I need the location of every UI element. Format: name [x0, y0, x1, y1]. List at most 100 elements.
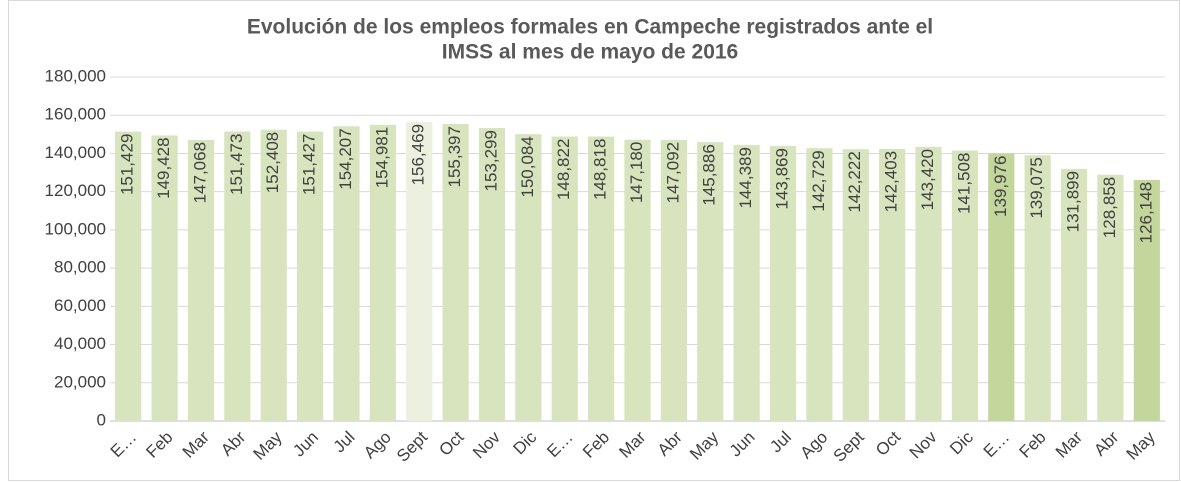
x-tick-label: Oct — [435, 427, 467, 459]
y-tick-label: 160,000 — [45, 105, 106, 124]
y-tick-label: 60,000 — [54, 296, 106, 315]
data-label: 142,403 — [882, 151, 901, 212]
x-tick-label: Feb — [1016, 428, 1050, 462]
data-label: 139,075 — [1027, 157, 1046, 218]
data-label: 143,420 — [918, 149, 937, 210]
data-label: 151,427 — [300, 134, 319, 195]
data-label: 155,397 — [445, 126, 464, 187]
data-label: 147,092 — [663, 142, 682, 203]
x-tick-label: Abr — [217, 427, 249, 459]
data-label: 156,469 — [409, 124, 428, 185]
x-tick-label: Mar — [179, 427, 213, 461]
data-label: 143,869 — [773, 148, 792, 209]
x-tick-label: Ago — [360, 428, 395, 463]
x-tick-label: May — [250, 427, 286, 463]
x-tick-label: May — [1123, 427, 1159, 463]
bar — [879, 148, 906, 421]
y-tick-label: 180,000 — [45, 66, 106, 85]
bar — [115, 131, 142, 421]
x-tick-label: Feb — [579, 428, 613, 462]
x-tick-label: Dic — [946, 427, 977, 458]
bar — [515, 134, 542, 422]
bar — [333, 126, 360, 422]
x-tick-label: Mar — [1052, 427, 1086, 461]
bar — [1060, 168, 1088, 421]
bar — [187, 139, 215, 421]
data-label: 145,886 — [700, 144, 719, 205]
chart-title: Evolución de los empleos formales en Cam… — [247, 16, 933, 39]
y-tick-label: 40,000 — [54, 334, 106, 353]
data-label: 144,389 — [736, 147, 755, 208]
bar — [369, 124, 396, 421]
bar — [624, 139, 651, 422]
data-label: 150,084 — [518, 136, 537, 197]
x-tick-label: Jul — [766, 428, 795, 457]
data-label: 147,068 — [190, 142, 209, 203]
chart-border — [8, 0, 1180, 481]
bar — [224, 131, 251, 422]
bar — [769, 146, 797, 421]
bar — [1024, 155, 1051, 421]
bar — [406, 121, 433, 422]
bar — [951, 150, 979, 421]
y-tick-label: 0 — [97, 410, 106, 429]
data-label: 147,180 — [627, 142, 646, 203]
x-tick-label: May — [686, 427, 722, 463]
data-label: 131,899 — [1064, 171, 1083, 232]
bar — [806, 148, 833, 422]
bar — [260, 129, 287, 421]
data-label: 141,508 — [954, 153, 973, 214]
data-label: 152,408 — [263, 132, 282, 193]
x-tick-label: Dic — [510, 427, 541, 458]
bar — [733, 145, 760, 421]
data-label: 154,207 — [336, 128, 355, 189]
bar — [442, 124, 469, 421]
x-tick-label: Nov — [469, 427, 504, 462]
data-label: 148,822 — [554, 139, 573, 200]
x-tick-label: E… — [107, 428, 140, 461]
data-label: 126,148 — [1136, 182, 1155, 243]
bar — [697, 142, 724, 421]
x-tick-label: Ago — [797, 428, 832, 463]
bar — [842, 149, 869, 422]
bar — [478, 128, 506, 422]
bar — [988, 153, 1015, 422]
bar — [151, 135, 178, 421]
data-label: 139,976 — [991, 155, 1010, 216]
data-label: 142,729 — [809, 150, 828, 211]
x-tick-label: E… — [980, 428, 1013, 461]
x-tick-label: Mar — [615, 427, 649, 461]
x-tick-label: Sept — [830, 427, 868, 465]
x-tick-label: Feb — [142, 428, 176, 462]
x-tick-label: Jun — [289, 428, 322, 461]
x-tick-label: Abr — [1090, 427, 1122, 459]
data-label: 151,429 — [118, 134, 137, 195]
bar — [551, 136, 578, 421]
y-tick-label: 120,000 — [45, 181, 106, 200]
bar — [1097, 174, 1124, 421]
x-tick-label: Jul — [330, 428, 359, 457]
x-tick-label: Jun — [726, 428, 759, 461]
bar — [1133, 179, 1160, 421]
data-label: 154,981 — [372, 127, 391, 188]
bar — [588, 136, 615, 421]
x-tick-label: Nov — [906, 427, 941, 462]
data-label: 151,473 — [227, 134, 246, 195]
x-tick-label: E… — [543, 428, 576, 461]
x-tick-label: Sept — [393, 427, 431, 465]
y-tick-label: 20,000 — [54, 372, 106, 391]
x-tick-label: Abr — [654, 427, 686, 459]
y-tick-label: 80,000 — [54, 258, 106, 277]
x-tick-label: Oct — [872, 427, 904, 459]
bar — [296, 131, 324, 421]
chart-title: IMSS al mes de mayo de 2016 — [442, 41, 738, 64]
bar — [915, 146, 942, 421]
y-tick-label: 140,000 — [45, 143, 106, 162]
data-label: 142,222 — [845, 151, 864, 212]
data-label: 153,299 — [481, 130, 500, 191]
data-label: 128,858 — [1100, 177, 1119, 238]
y-tick-label: 100,000 — [45, 219, 106, 238]
bar — [660, 139, 687, 421]
data-label: 148,818 — [591, 139, 610, 200]
